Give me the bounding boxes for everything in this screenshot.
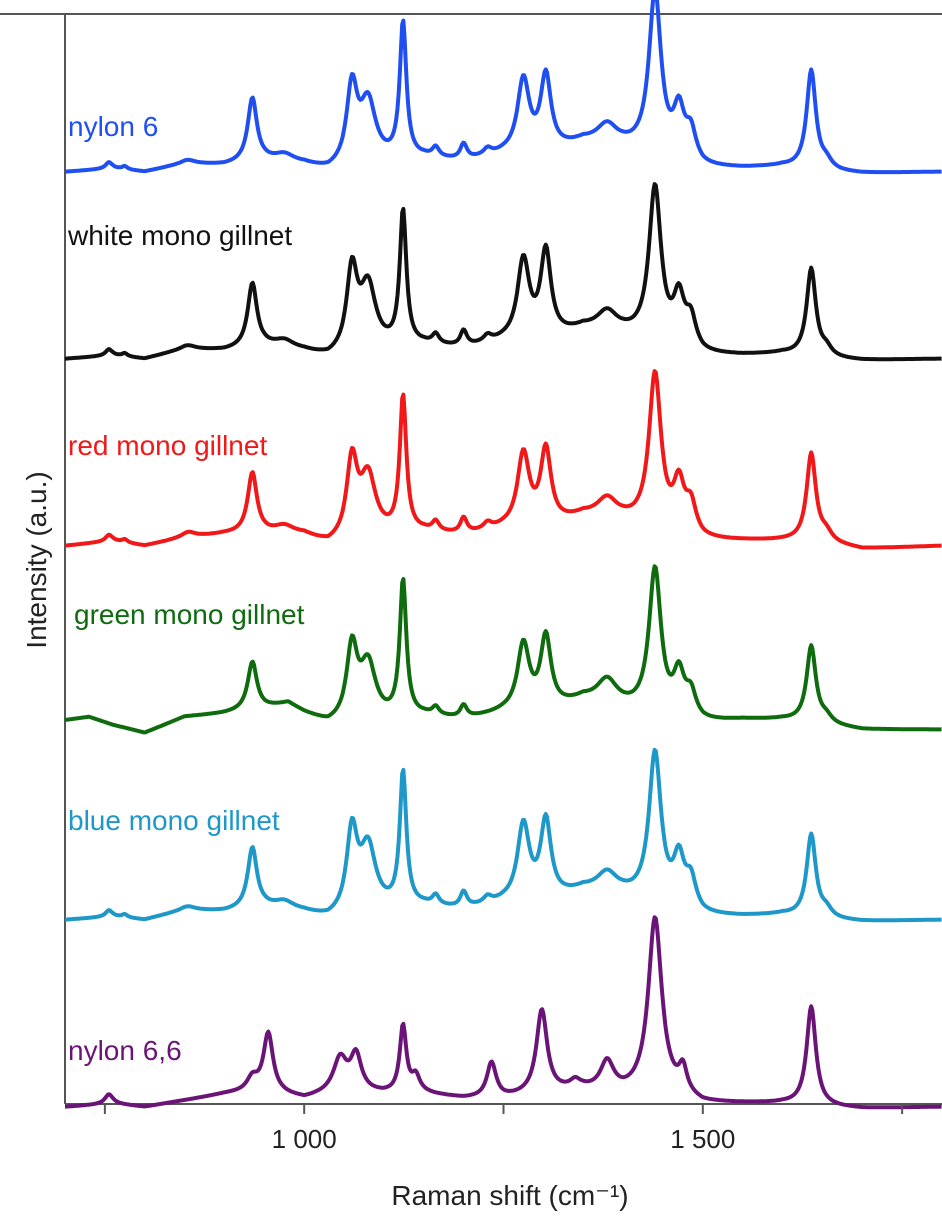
series-label-1: nylon 6 (68, 111, 158, 142)
series-line-6 (64, 915, 942, 1110)
series-line-5 (64, 747, 942, 923)
x-tick-label-2: 1 000 (272, 1124, 337, 1154)
y-axis-title: Intensity (a.u.) (21, 471, 52, 648)
series-label-5: blue mono gillnet (68, 805, 280, 836)
series-line-2 (64, 182, 942, 362)
series-line-3 (64, 369, 942, 550)
series-group: nylon 6 white mono gillnet red mono gillne… (64, 0, 942, 1110)
x-axis-ticks: 1 000 1 500 (103, 1104, 904, 1154)
plot-frame (0, 13, 942, 1105)
series-line-1 (64, 0, 942, 175)
series-label-2: white mono gillnet (67, 220, 292, 251)
series-line-4 (64, 564, 942, 735)
x-axis-title: Raman shift (cm⁻¹) (391, 1180, 628, 1211)
series-label-4: green mono gillnet (74, 599, 305, 630)
series-label-3: red mono gillnet (68, 430, 267, 461)
x-tick-label-4: 1 500 (670, 1124, 735, 1154)
series-label-6: nylon 6,6 (68, 1035, 182, 1066)
